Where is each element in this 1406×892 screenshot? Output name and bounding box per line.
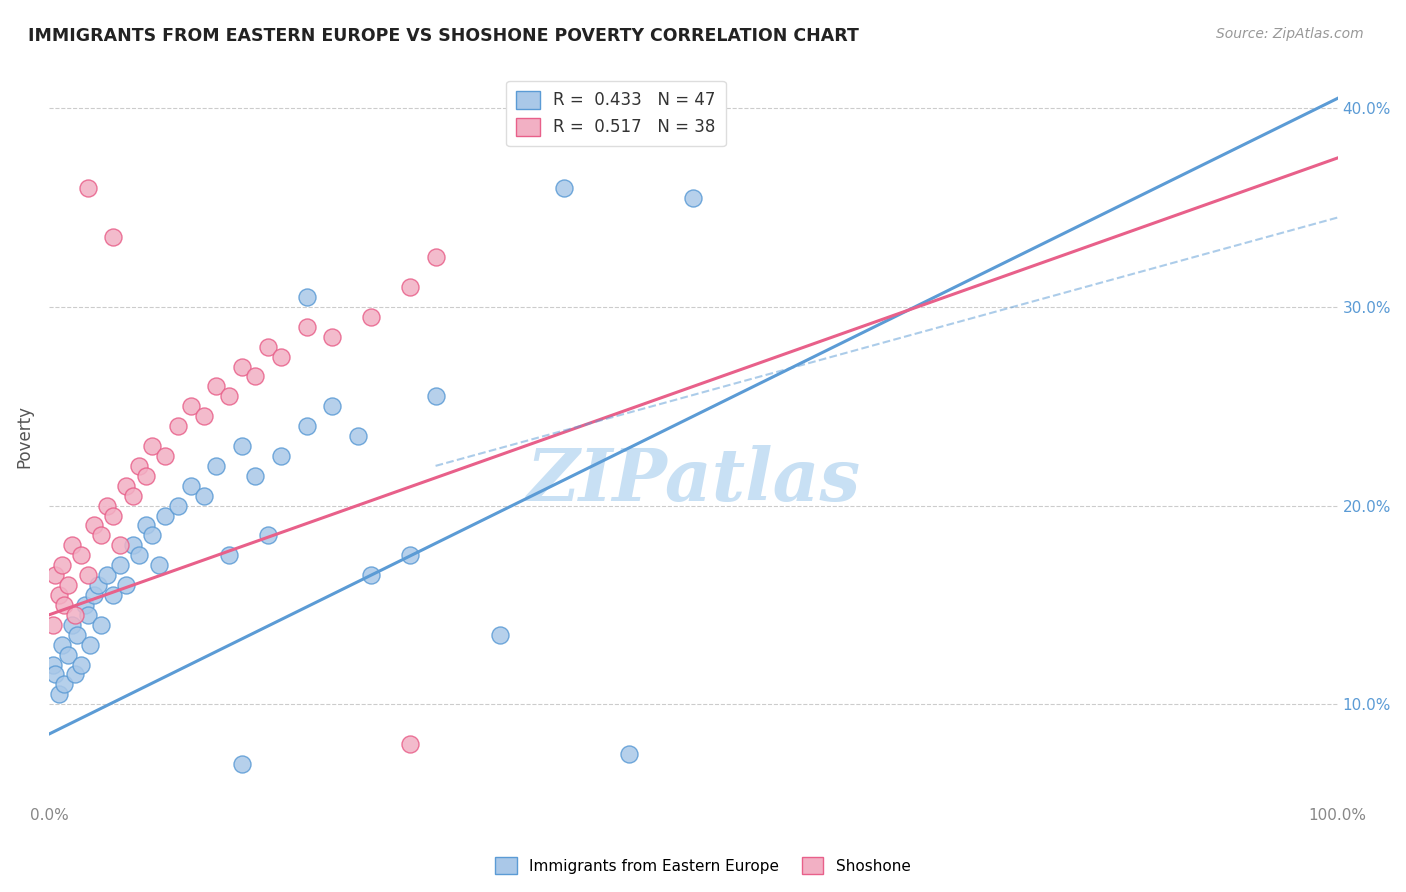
Point (141, 439, 163, 453)
Point (53, 677, 76, 691)
Point (321, 399, 343, 413)
Point (153, 449, 176, 463)
Point (243, 369, 266, 384)
Point (153, 508, 176, 523)
Point (360, 310, 382, 324)
Point (108, 538, 131, 552)
Point (128, 549, 150, 563)
Point (425, 250, 447, 264)
Text: ZIPatlas: ZIPatlas (526, 445, 860, 516)
Point (103, 588, 125, 602)
Point (76, 180, 98, 194)
Point (51, 638, 73, 652)
Point (193, 489, 215, 503)
Point (148, 558, 170, 573)
Point (398, 737, 420, 751)
Point (70, 657, 93, 672)
Point (231, 359, 253, 374)
Legend: Immigrants from Eastern Europe, Shoshone: Immigrants from Eastern Europe, Shoshone (489, 851, 917, 880)
Point (96, 568, 118, 582)
Point (121, 489, 143, 503)
Point (73, 598, 96, 612)
Point (295, 319, 318, 334)
Point (141, 528, 163, 542)
Point (193, 409, 215, 424)
Point (76, 607, 98, 622)
Point (121, 538, 143, 552)
Point (108, 558, 131, 573)
Point (360, 568, 382, 582)
Point (83, 588, 105, 602)
Point (231, 439, 253, 453)
Point (347, 429, 370, 443)
Point (180, 479, 202, 493)
Point (60, 538, 83, 552)
Point (89, 617, 111, 632)
Point (135, 518, 157, 533)
Point (295, 419, 318, 434)
Point (89, 528, 111, 542)
Point (398, 280, 420, 294)
Point (166, 499, 188, 513)
Point (83, 518, 105, 533)
Point (103, 508, 125, 523)
Point (135, 468, 157, 483)
Point (51, 558, 73, 573)
Point (231, 756, 253, 771)
Point (76, 568, 98, 582)
Point (553, 180, 575, 194)
Point (243, 468, 266, 483)
Point (257, 340, 280, 354)
Point (44, 667, 66, 681)
Point (682, 191, 704, 205)
Point (425, 389, 447, 403)
Point (321, 330, 343, 344)
Point (180, 399, 202, 413)
Point (166, 419, 188, 434)
Text: IMMIGRANTS FROM EASTERN EUROPE VS SHOSHONE POVERTY CORRELATION CHART: IMMIGRANTS FROM EASTERN EUROPE VS SHOSHO… (28, 27, 859, 45)
Point (218, 389, 240, 403)
Point (398, 549, 420, 563)
Point (79, 638, 101, 652)
Text: Source: ZipAtlas.com: Source: ZipAtlas.com (1216, 27, 1364, 41)
Point (63, 607, 86, 622)
Point (103, 230, 125, 244)
Point (42, 657, 65, 672)
Point (48, 687, 70, 701)
Point (115, 479, 138, 493)
Point (48, 588, 70, 602)
Point (96, 499, 118, 513)
Point (58, 578, 80, 592)
Point (53, 598, 76, 612)
Point (205, 379, 228, 393)
Point (218, 549, 240, 563)
Point (270, 350, 292, 364)
Point (115, 578, 138, 592)
Point (257, 528, 280, 542)
Point (270, 449, 292, 463)
Point (295, 290, 318, 304)
Point (63, 667, 86, 681)
Point (87, 578, 110, 592)
Legend: R =  0.433   N = 47, R =  0.517   N = 38: R = 0.433 N = 47, R = 0.517 N = 38 (506, 80, 725, 146)
Point (60, 617, 83, 632)
Point (70, 549, 93, 563)
Point (58, 648, 80, 662)
Point (44, 568, 66, 582)
Point (205, 458, 228, 473)
Y-axis label: Poverty: Poverty (15, 405, 32, 467)
Point (489, 628, 512, 642)
Point (66, 628, 89, 642)
Point (42, 617, 65, 632)
Point (128, 458, 150, 473)
Point (617, 747, 640, 761)
